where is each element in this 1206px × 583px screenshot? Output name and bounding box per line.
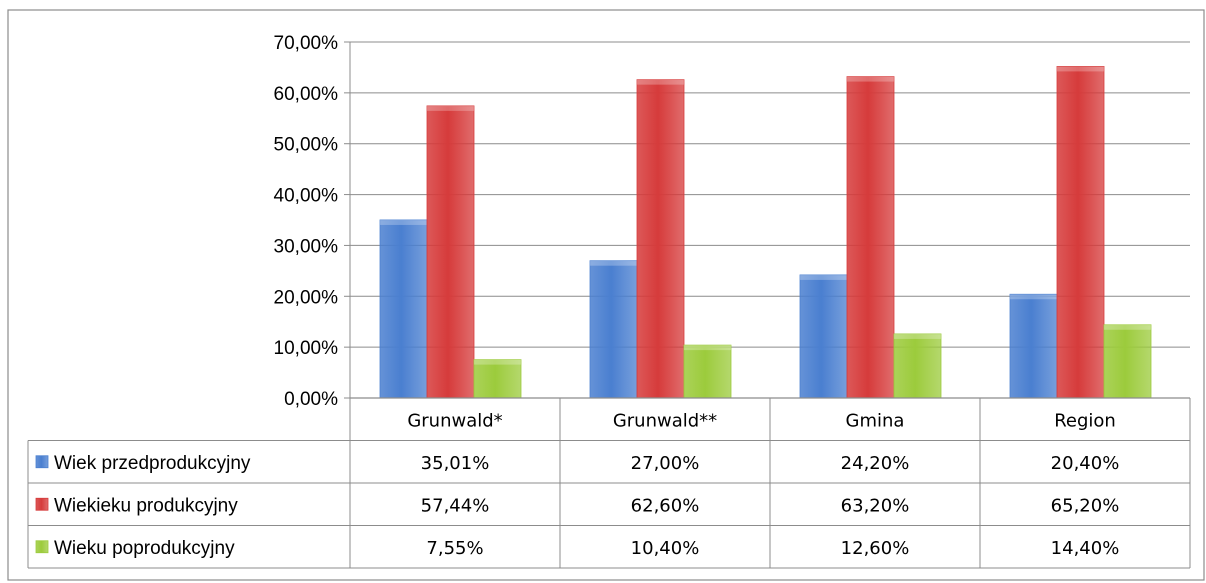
bar	[846, 76, 895, 399]
y-tick-label: 10,00%	[274, 338, 339, 359]
bar-cap	[800, 274, 847, 280]
bar	[379, 219, 428, 399]
data-label: 35,01%	[421, 453, 490, 474]
bar-1-4	[1009, 293, 1058, 399]
y-axis-ticks: 0,00% 10,00% 20,00% 30,00% 40,00% 50,00% 60,00…	[274, 33, 339, 410]
bar	[1009, 293, 1058, 399]
legend-entry: Wiekieku produkcyjny	[54, 495, 238, 516]
bar	[589, 260, 638, 399]
data-label: 24,20%	[841, 453, 910, 474]
bar-cap	[427, 105, 474, 111]
data-label: 63,20%	[841, 495, 910, 516]
data-label: 27,00%	[631, 453, 700, 474]
bar	[893, 333, 942, 399]
bar-1-2	[589, 260, 638, 399]
bar	[1103, 324, 1152, 399]
legend-swatch	[35, 455, 49, 469]
data-label: 10,40%	[631, 538, 700, 559]
data-label: 12,60%	[841, 538, 910, 559]
legend-swatch	[35, 540, 49, 554]
y-tick-label: 0,00%	[284, 389, 338, 410]
bar-3-2	[683, 344, 732, 399]
y-tick-label: 20,00%	[274, 287, 339, 308]
y-tick-label: 60,00%	[274, 84, 339, 105]
legend-swatch	[35, 497, 49, 511]
bar	[636, 79, 685, 399]
bar-cap	[1057, 66, 1104, 72]
bar-cap	[637, 79, 684, 85]
y-tick-label: 70,00%	[274, 33, 339, 54]
data-label: 62,60%	[631, 495, 700, 516]
category-label: Region	[1054, 410, 1116, 431]
bar-2-2	[636, 79, 685, 399]
bar	[683, 344, 732, 399]
data-label: 7,55%	[426, 538, 483, 559]
bar-cap	[1010, 294, 1057, 300]
y-tick-label: 40,00%	[274, 186, 339, 207]
bar-2-3	[846, 76, 895, 399]
bar	[799, 274, 848, 399]
bar-3-4	[1103, 324, 1152, 399]
bar-1-3	[799, 274, 848, 399]
bar-cap	[380, 219, 427, 225]
data-label: 20,40%	[1051, 453, 1120, 474]
bars	[350, 66, 1190, 399]
bar-3-3	[893, 333, 942, 399]
bar-cap	[590, 260, 637, 266]
data-table: Grunwald* Grunwald** Gmina Region Wiek przed…	[27, 397, 1191, 569]
category-label: Grunwald**	[613, 410, 717, 431]
bar-2-4	[1056, 66, 1105, 399]
legend-entry: Wieku poprodukcyjny	[54, 538, 235, 559]
y-tick-label: 50,00%	[274, 135, 339, 156]
data-label: 65,20%	[1051, 495, 1120, 516]
legend-entry: Wiek przedprodukcyjny	[54, 453, 251, 474]
category-label: Gmina	[846, 410, 905, 431]
data-label: 14,40%	[1051, 538, 1120, 559]
bar-cap	[894, 333, 941, 339]
data-label: 57,44%	[421, 495, 490, 516]
bar-cap	[684, 345, 731, 351]
bar-cap	[474, 359, 521, 365]
bar	[1056, 66, 1105, 399]
bar-cap	[1104, 324, 1151, 330]
bar-1-1	[379, 219, 428, 399]
category-label: Grunwald*	[407, 410, 502, 431]
y-tick-label: 30,00%	[274, 236, 339, 257]
bar	[473, 359, 522, 399]
bar-3-1	[473, 359, 522, 399]
bar-2-1	[426, 105, 475, 399]
bar	[426, 105, 475, 399]
bar-cap	[847, 76, 894, 82]
